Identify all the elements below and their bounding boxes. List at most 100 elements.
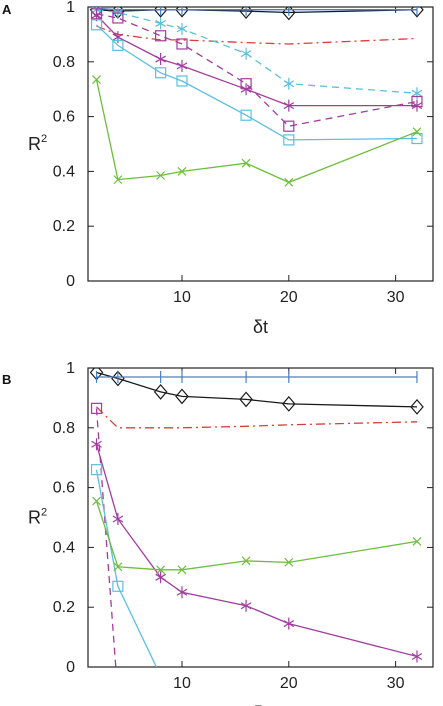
series-line (95, 408, 117, 667)
data-point (156, 171, 166, 180)
series-4 (91, 438, 423, 663)
y-tick-label: 0.6 (53, 109, 75, 126)
data-point (156, 565, 166, 575)
data-point (113, 175, 123, 185)
data-point (241, 158, 251, 168)
x-tick-label: 20 (280, 675, 298, 692)
y-tick-label: 0 (66, 659, 75, 676)
y-tick-label: 0.2 (53, 218, 75, 235)
data-point (240, 599, 252, 612)
series-7 (92, 75, 422, 187)
data-point (155, 17, 166, 30)
data-point (410, 7, 424, 18)
data-point (90, 19, 103, 31)
data-point (153, 7, 168, 18)
series-1 (95, 370, 418, 383)
data-point (153, 383, 168, 400)
data-point (239, 7, 253, 20)
data-point (241, 556, 251, 566)
data-point (282, 395, 296, 412)
data-point (155, 571, 166, 584)
x-tick-label: 20 (280, 289, 298, 306)
plot-area (89, 7, 424, 187)
data-point (92, 75, 101, 85)
data-point (112, 512, 124, 525)
data-point (411, 99, 423, 112)
data-point (411, 650, 423, 663)
x-tick-label: 10 (173, 675, 191, 692)
series-2 (96, 406, 418, 429)
series-6 (90, 19, 423, 146)
series-6 (92, 496, 422, 575)
y-tick-label: 0.8 (53, 420, 75, 437)
data-point (283, 77, 295, 90)
series-3 (91, 7, 423, 100)
data-point (176, 22, 188, 35)
data-point (112, 31, 124, 44)
y-axis-label: R2 (28, 507, 47, 528)
data-point (112, 39, 124, 51)
data-point (112, 12, 124, 24)
y-tick-label: 1 (66, 360, 75, 377)
y-tick-label: 0.2 (53, 599, 75, 616)
y-tick-label: 0 (66, 273, 75, 290)
x-tick-label: 30 (387, 289, 405, 306)
y-tick-label: 0.4 (53, 539, 75, 556)
series-0 (89, 368, 424, 415)
series-1 (95, 7, 418, 16)
series-line (96, 406, 418, 429)
y-tick-label: 0.8 (53, 54, 75, 71)
data-point (90, 402, 103, 414)
data-point (175, 7, 189, 18)
y-axis-superscript: 2 (41, 507, 47, 519)
data-point (91, 438, 102, 451)
data-point (112, 580, 124, 592)
data-point (412, 127, 422, 137)
data-point (411, 132, 423, 145)
data-point (283, 617, 295, 630)
series-line (95, 500, 418, 571)
data-point (177, 565, 187, 575)
data-point (411, 87, 423, 100)
data-point (90, 464, 103, 476)
series-0 (89, 7, 424, 21)
y-tick-label: 0.4 (53, 163, 75, 180)
data-point (283, 134, 295, 146)
panel-b-label: B (2, 372, 11, 387)
plot-area (89, 368, 424, 667)
data-point (284, 177, 294, 187)
x-axis-label: δt (253, 317, 268, 337)
series-line (96, 7, 417, 11)
data-point (176, 75, 188, 87)
panel-b-chart: 0 0.2 0.4 0.6 0.8 1 10 20 30 δt R2 (28, 360, 434, 706)
data-point (412, 536, 422, 546)
series-3 (90, 402, 117, 667)
y-tick-label: 0.6 (53, 480, 75, 497)
data-point (283, 99, 295, 112)
data-point (111, 370, 125, 387)
data-point (284, 557, 294, 567)
data-point (113, 562, 123, 572)
data-point (240, 47, 252, 60)
plot-frame (87, 6, 434, 282)
y-tick-label: 1 (66, 0, 75, 16)
series-line (96, 13, 418, 127)
data-point (175, 388, 189, 405)
data-point (240, 83, 252, 96)
data-point (239, 391, 253, 408)
series-4 (90, 8, 423, 132)
series-line (96, 371, 418, 408)
data-point (240, 109, 252, 121)
data-point (155, 53, 166, 66)
x-tick-label: 30 (387, 675, 405, 692)
y-axis-label: R2 (28, 133, 47, 154)
data-point (176, 586, 188, 599)
series-5 (91, 9, 423, 112)
y-axis-superscript: 2 (41, 133, 47, 145)
data-point (176, 59, 188, 72)
data-point (155, 30, 167, 42)
data-point (92, 496, 101, 506)
data-point (176, 38, 188, 50)
data-point (177, 166, 187, 176)
